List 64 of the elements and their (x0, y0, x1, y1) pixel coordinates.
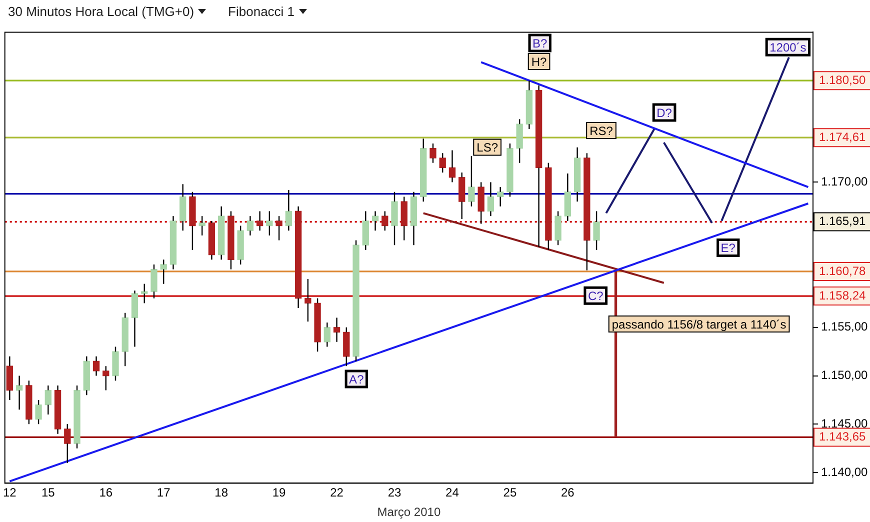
y-tick-label: 1.145,00 (821, 416, 868, 430)
candlestick (208, 220, 216, 260)
x-tick-label: 26 (560, 486, 575, 500)
y-tick-label: 1.150,00 (821, 368, 868, 382)
y-tick-label: 1.140,00 (821, 464, 868, 479)
candlestick (92, 356, 100, 376)
candlestick (44, 384, 52, 416)
candlestick (180, 184, 186, 232)
y-tick-label: 1.155,00 (821, 320, 868, 334)
candlestick (246, 215, 254, 236)
candlestick (526, 80, 533, 130)
candlestick (535, 84, 542, 248)
x-axis-title: Março 2010 (377, 505, 441, 520)
annotation: 1200´s (770, 40, 806, 54)
ref-line-label: 1.158,24 (819, 288, 866, 302)
candlestick (218, 206, 225, 260)
candlestick (487, 182, 494, 217)
x-tick-label: 25 (503, 486, 517, 500)
annotation: B? (532, 36, 548, 50)
annotation: passando 1156/8 target a 1140´s (612, 317, 786, 332)
candlestick (497, 186, 504, 208)
x-tick-label: 19 (272, 486, 286, 500)
x-tick-label: 18 (214, 486, 228, 500)
candlestick (410, 191, 418, 246)
x-tick-label: 17 (156, 486, 171, 500)
x-tick-label: 23 (388, 486, 402, 500)
x-tick-label: 15 (41, 486, 56, 500)
candlestick (593, 210, 600, 251)
candlestick (256, 210, 264, 232)
candlestick (170, 215, 177, 270)
candlestick (458, 172, 466, 220)
annotation: C? (588, 288, 604, 303)
candlestick (448, 150, 456, 183)
chart-subtitle: Fibonacci 1 (228, 4, 295, 18)
ref-line-label: 1.160,78 (819, 264, 866, 278)
x-tick-label: 16 (99, 486, 113, 500)
annotation: A? (349, 372, 364, 386)
annotation: D? (656, 106, 672, 120)
ref-line-label: 1.143,65 (819, 430, 866, 444)
y-tick-label: 1.170,00 (821, 174, 868, 189)
annotation: E? (720, 241, 736, 256)
ref-line-label: 1.180,50 (819, 72, 866, 87)
candlestick (391, 191, 398, 246)
candlestick (324, 322, 330, 348)
candlestick (54, 384, 62, 434)
annotation: RS? (590, 124, 614, 138)
candlestick (294, 206, 302, 309)
candlestick (574, 146, 581, 202)
candlestick (16, 375, 23, 410)
candlestick (285, 189, 292, 232)
candlestick (372, 210, 379, 232)
annotation: H? (531, 54, 548, 69)
chart-title: 30 Minutos Hora Local (TMG+0) (8, 4, 194, 18)
ref-line-label: 1.165,91 (819, 214, 866, 228)
x-tick-label: 22 (330, 486, 344, 500)
ref-line-label: 1.174,61 (819, 130, 866, 144)
candlestick (333, 317, 340, 342)
annotation: LS? (476, 140, 498, 155)
candlestick (266, 210, 273, 236)
x-tick-label: 12 (2, 486, 17, 500)
candlestick (564, 172, 572, 222)
candlestick (304, 278, 312, 322)
candlestick (131, 290, 138, 348)
x-tick-label: 24 (446, 486, 460, 500)
